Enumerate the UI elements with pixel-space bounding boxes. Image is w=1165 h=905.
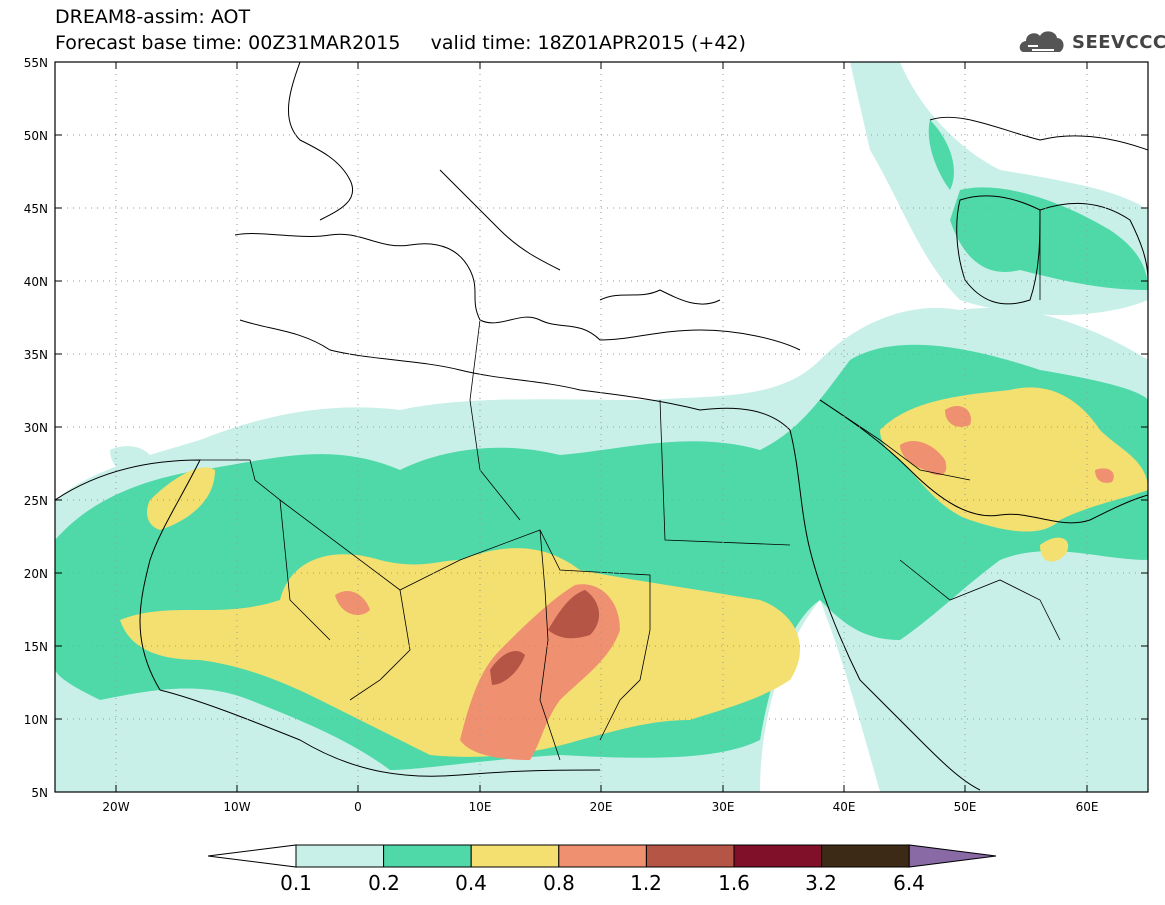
lon-label: 40E [833,800,856,814]
colorbar [207,844,997,868]
colorbar-segment [733,844,823,868]
aot-level-1.2 [490,590,600,685]
lon-label: 20E [590,800,613,814]
lon-label: 10E [469,800,492,814]
lat-label: 10N [24,713,48,727]
lon-label: 20W [102,800,129,814]
colorbar-tick: 0.2 [368,871,400,895]
map-title: DREAM8-assim: AOT [55,6,251,28]
colorbar-tick: 0.1 [280,871,312,895]
lat-label: 35N [24,348,48,362]
lon-labels: 20W 10W 0 10E 20E 30E 40E 50E 60E [102,800,1098,814]
lon-label: 10W [223,800,250,814]
colorbar-segment [645,844,735,868]
colorbar-tick: 1.2 [630,871,662,895]
colorbar-segment [383,844,472,868]
colorbar-tick: 3.2 [805,871,837,895]
colorbar-tick: 0.8 [543,871,575,895]
colorbar-segment [295,844,385,868]
logo-text: SEEVCCC [1072,32,1165,53]
lat-label: 30N [24,421,48,435]
lat-label: 40N [24,275,48,289]
lat-label: 20N [24,567,48,581]
colorbar-tick: 0.4 [455,871,487,895]
lat-label: 5N [31,786,48,800]
colorbar-segment [470,844,560,868]
lat-labels: 55N 50N 45N 40N 35N 30N 25N 20N 15N 10N … [24,56,48,800]
colorbar-segment [821,844,910,868]
lon-label: 60E [1076,800,1099,814]
lon-label: 50E [954,800,977,814]
logo-cloud-icon [1019,31,1064,52]
coastlines [55,62,1148,791]
country-borders [200,210,1061,761]
lat-label: 55N [24,56,48,70]
lat-label: 50N [24,129,48,143]
colorbar-tick: 1.6 [718,871,750,895]
colorbar-arrow-high [908,844,997,868]
lat-label: 25N [24,494,48,508]
colorbar-segment [558,844,647,868]
colorbar-arrow-low [207,844,297,868]
map-subtitle: Forecast base time: 00Z31MAR2015 valid t… [55,32,746,54]
gridlines [55,62,1148,792]
lat-label: 15N [24,640,48,654]
lon-label: 0 [354,800,362,814]
ticks [55,61,1148,793]
colorbar-tick: 6.4 [893,871,925,895]
lat-label: 45N [24,202,48,216]
lon-label: 30E [712,800,735,814]
